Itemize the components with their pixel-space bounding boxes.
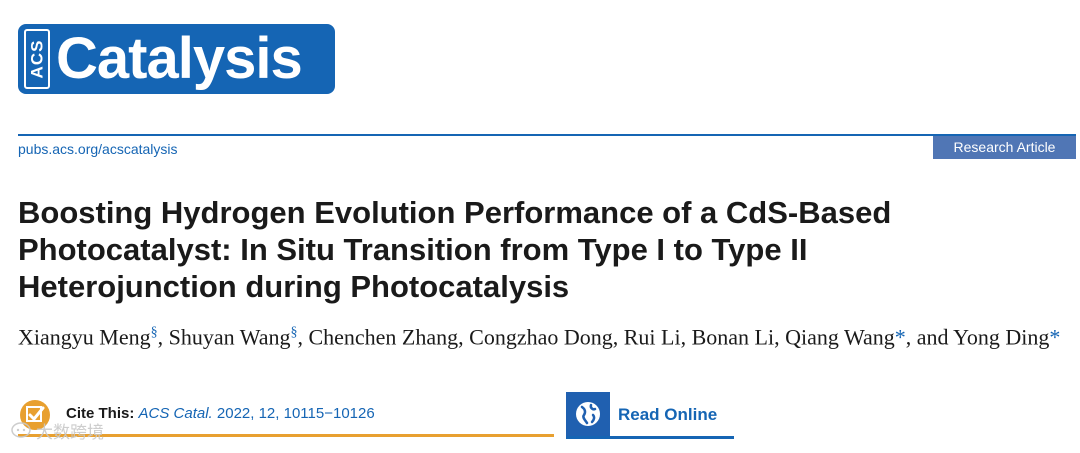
- author-name[interactable]: Congzhao Dong: [469, 324, 613, 350]
- author-affiliation-mark[interactable]: §: [150, 325, 158, 340]
- author-list: Xiangyu Meng§, Shuyan Wang§, Chenchen Zh…: [18, 324, 1061, 350]
- cite-check-icon[interactable]: [20, 400, 50, 430]
- journal-name: Catalysis: [56, 26, 303, 91]
- cite-journal: ACS Catal.: [138, 405, 213, 422]
- watermark-chat-icon: [11, 421, 31, 438]
- author-name[interactable]: Yong Ding: [953, 324, 1050, 350]
- read-online-link[interactable]: Read Online: [618, 405, 718, 424]
- article-type-badge: Research Article: [933, 136, 1076, 159]
- author-name[interactable]: Qiang Wang: [785, 324, 895, 350]
- author-conjunction: and: [916, 324, 954, 350]
- author-name[interactable]: Shuyan Wang: [168, 324, 291, 350]
- journal-logo: ACS Catalysis: [18, 24, 335, 94]
- cite-label: Cite This:: [66, 405, 135, 422]
- author-affiliation-mark[interactable]: *: [894, 324, 906, 350]
- cite-underline: [18, 434, 554, 437]
- author-name[interactable]: Xiangyu Meng: [18, 324, 151, 350]
- watermark-text: 大数跨境: [36, 423, 104, 442]
- author-name[interactable]: Rui Li: [623, 324, 681, 350]
- author-name[interactable]: Chenchen Zhang: [308, 324, 459, 350]
- cite-line[interactable]: Cite This: ACS Catal. 2022, 12, 10115−10…: [66, 405, 375, 422]
- author-name[interactable]: Bonan Li: [691, 324, 775, 350]
- author-affiliation-mark[interactable]: *: [1049, 324, 1061, 350]
- author-affiliation-mark[interactable]: §: [290, 325, 298, 340]
- acs-mark: ACS: [24, 29, 50, 89]
- header-rule: [18, 134, 1076, 136]
- cite-details: 2022, 12, 10115−10126: [216, 405, 375, 422]
- globe-icon[interactable]: [566, 392, 610, 436]
- read-online-underline: [566, 436, 734, 439]
- journal-url-link[interactable]: pubs.acs.org/acscatalysis: [18, 141, 178, 157]
- article-title: Boosting Hydrogen Evolution Performance …: [18, 195, 892, 304]
- watermark: 大数跨境: [10, 418, 104, 443]
